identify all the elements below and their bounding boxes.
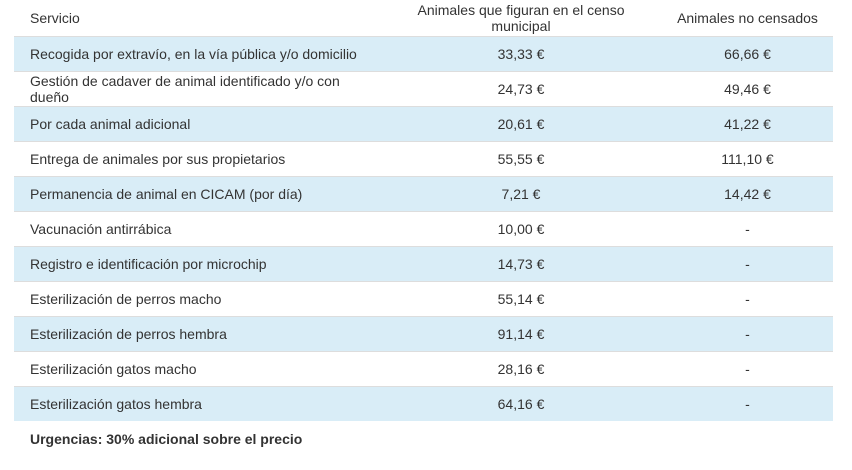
uncensused-price-cell: 41,22 € — [662, 106, 833, 142]
uncensused-price-cell: - — [662, 211, 833, 247]
column-header-servicio: Servicio — [14, 0, 380, 37]
censused-price-cell: 7,21 € — [380, 176, 662, 212]
uncensused-price-cell: 66,66 € — [724, 46, 771, 62]
censused-price-cell: 20,61 € — [380, 106, 662, 142]
censused-price-cell: 55,55 € — [380, 141, 662, 177]
table-row: Registro e identificación por microchip 1… — [14, 246, 833, 282]
censused-price-cell: 64,16 € — [380, 386, 662, 421]
censused-price-cell: 14,73 € — [380, 246, 662, 282]
column-header-uncensused: Animales no censados — [662, 0, 833, 37]
uncensused-price-cell: 111,10 € — [662, 141, 833, 177]
service-cell: Esterilización gatos hembra — [14, 386, 380, 421]
uncensused-price-cell: 49,46 € — [662, 71, 833, 107]
table-row: Por cada animal adicional 20,61 €41,22 € — [14, 106, 833, 142]
censused-price-cell: 91,14 € — [380, 316, 662, 352]
service-cell: Esterilización de perros hembra — [14, 316, 380, 352]
censused-price-cell: 33,33 € — [497, 46, 545, 62]
table-body: Recogida por extravío, en la vía pública… — [14, 36, 833, 421]
service-cell: Entrega de animales por sus propietarios — [14, 141, 380, 177]
price-table: Servicio Animales que figuran en el cens… — [14, 0, 833, 421]
service-cell: Vacunación antirrábica — [14, 211, 380, 247]
urgency-note: Urgencias: 30% adicional sobre el precio — [30, 431, 303, 447]
censused-price-cell: 55,14 € — [380, 281, 662, 317]
service-cell: Esterilización gatos macho — [14, 351, 380, 387]
uncensused-price-cell: - — [662, 351, 833, 387]
service-cell: Gestión de cadaver de animal identificad… — [14, 71, 380, 107]
column-header-censused: Animales que figuran en el censo municip… — [380, 0, 662, 37]
table-row: Esterilización gatos macho 28,16 € - — [14, 351, 833, 387]
table-row: Esterilización de perros hembra 91,14 € - — [14, 316, 833, 352]
uncensused-price-cell: - — [662, 281, 833, 317]
censused-price-cell: 24,73 € — [380, 71, 662, 107]
service-cell: Recogida por extravío, en la vía pública… — [30, 46, 357, 62]
service-cell: Esterilización de perros macho — [14, 281, 380, 317]
table-row: Entrega de animales por sus propietarios… — [14, 141, 833, 177]
uncensused-price-cell: - — [662, 246, 833, 282]
uncensused-price-cell: - — [662, 316, 833, 352]
table-row: Gestión de cadaver de animal identificad… — [14, 71, 833, 107]
uncensused-price-cell: - — [662, 386, 833, 421]
table-row: Permanencia de animal en CICAM (por día)… — [14, 176, 833, 212]
service-cell: Por cada animal adicional — [14, 106, 380, 142]
uncensused-price-cell: 14,42 € — [662, 176, 833, 212]
service-cell: Permanencia de animal en CICAM (por día) — [14, 176, 380, 212]
table-row: Esterilización gatos hembra 64,16 € - — [14, 386, 833, 421]
table-row: Recogida por extravío, en la vía pública… — [14, 36, 833, 72]
table-row: Vacunación antirrábica 10,00 € - — [14, 211, 833, 247]
censused-price-cell: 28,16 € — [380, 351, 662, 387]
censused-price-cell: 10,00 € — [380, 211, 662, 247]
service-cell: Registro e identificación por microchip — [14, 246, 380, 282]
header-row: Servicio Animales que figuran en el cens… — [14, 0, 833, 37]
table-row: Esterilización de perros macho 55,14 € - — [14, 281, 833, 317]
